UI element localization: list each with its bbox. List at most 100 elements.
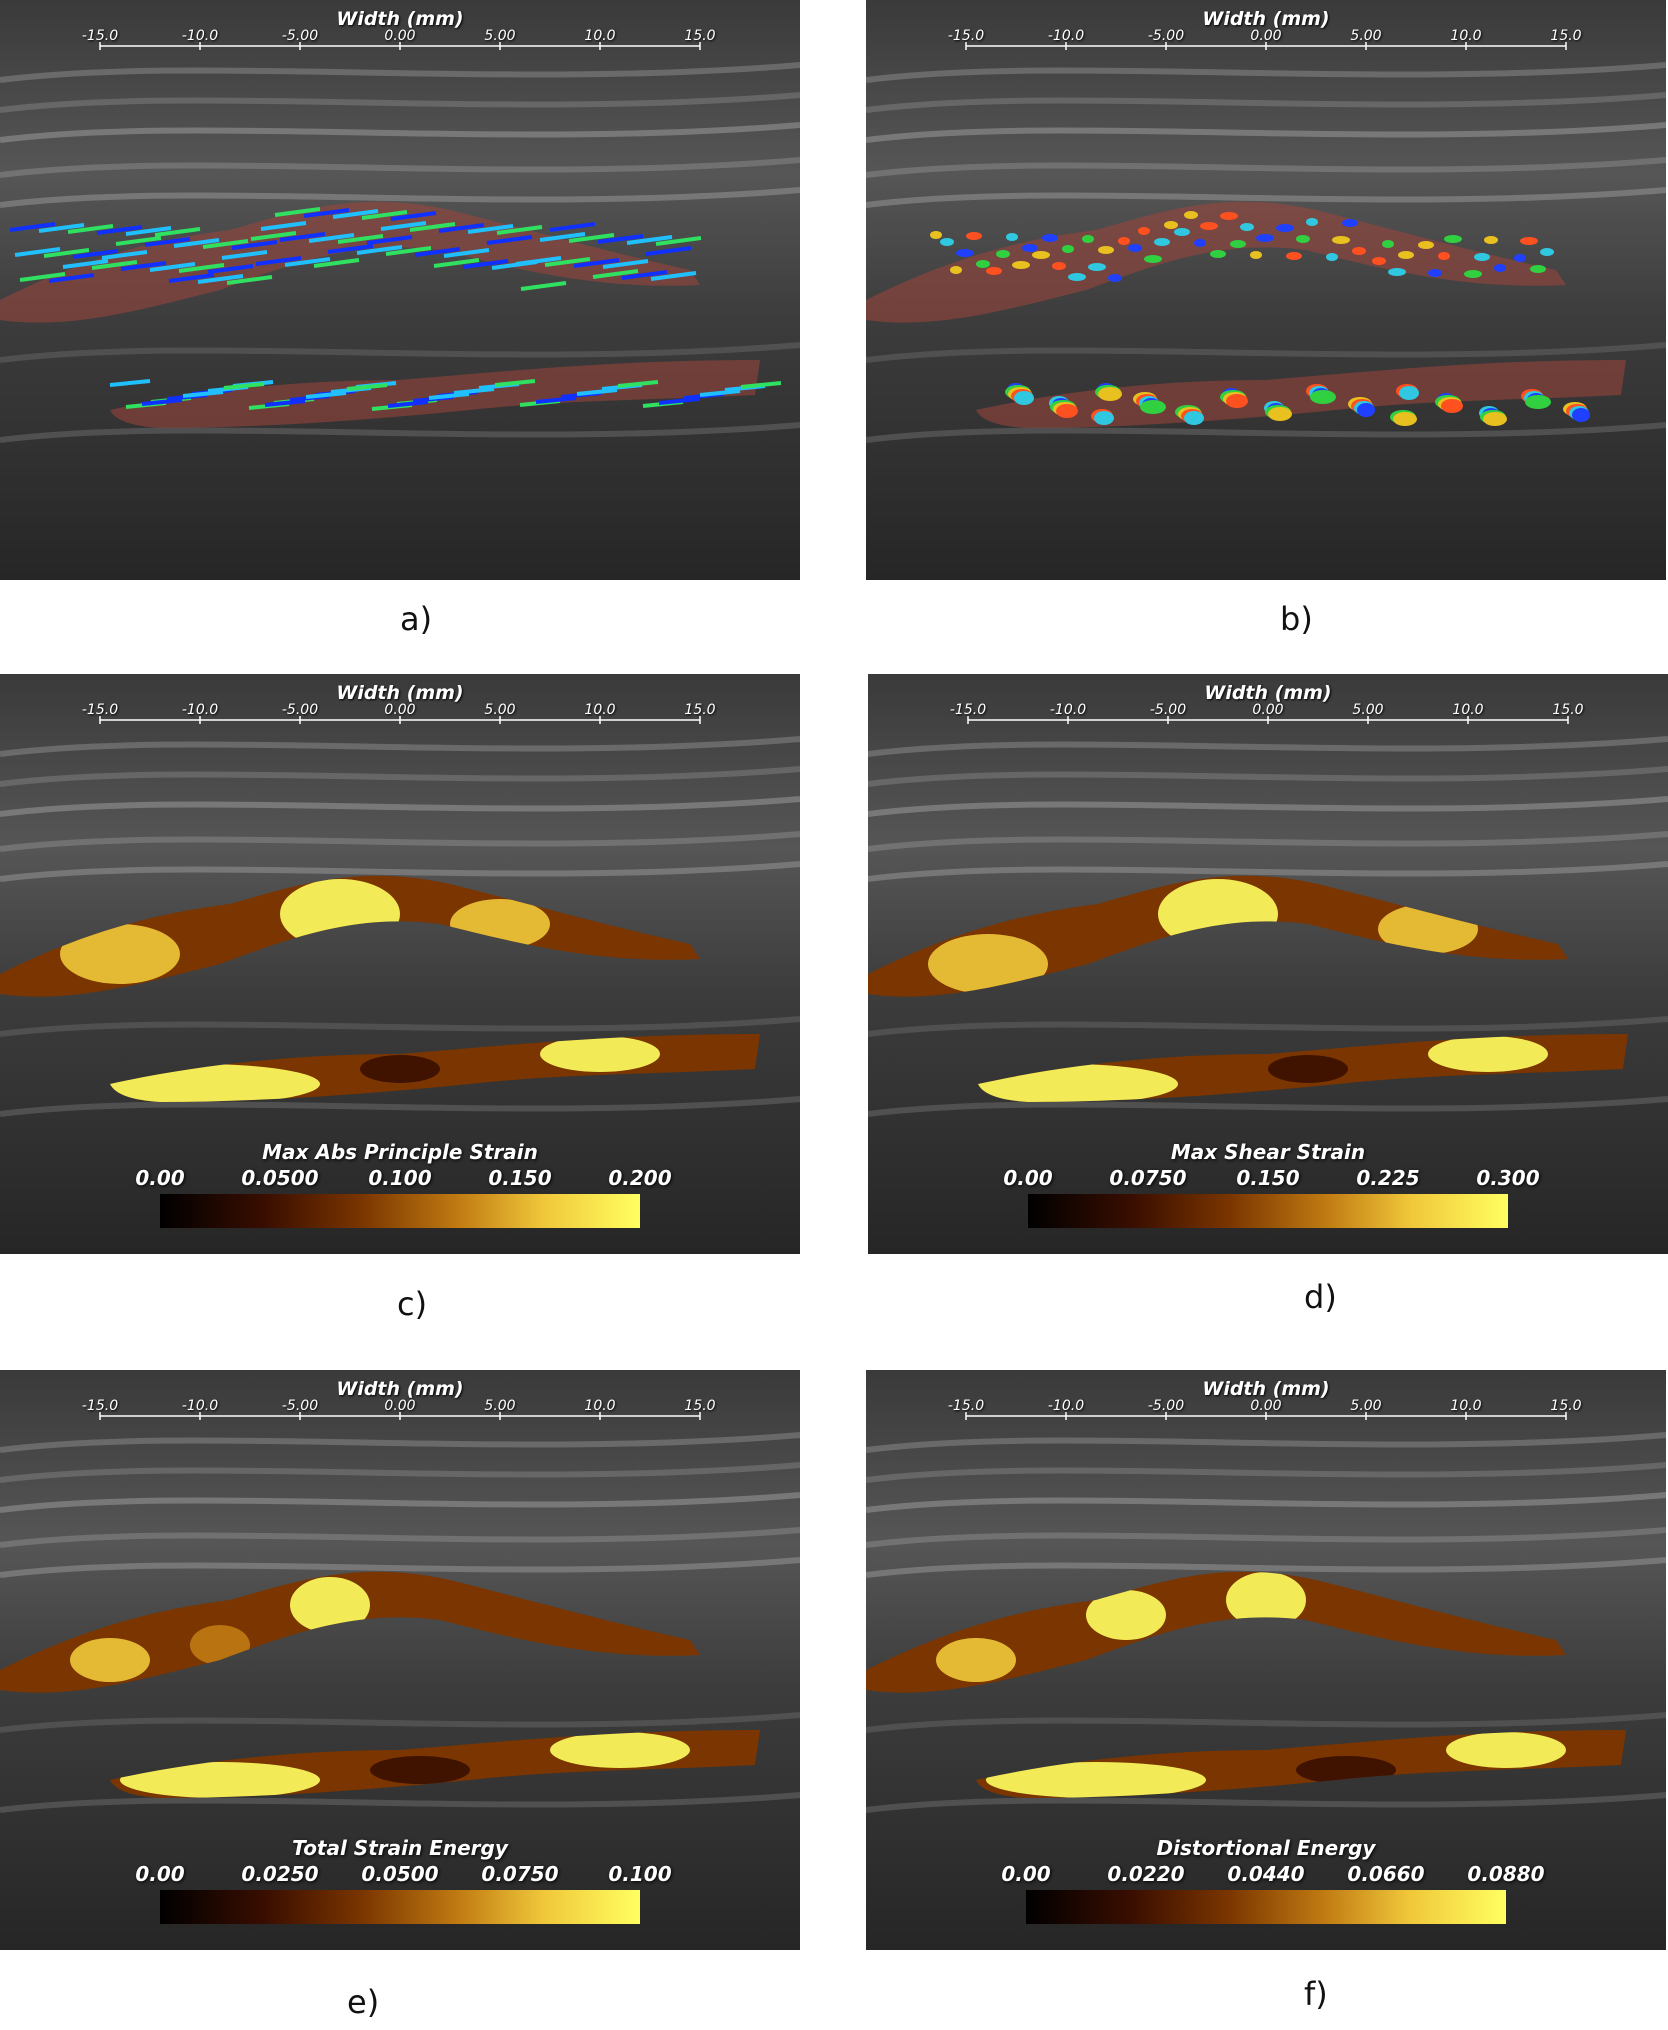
displacement-vector	[223, 382, 265, 390]
strain-glyph	[1357, 403, 1375, 417]
strain-glyph	[1464, 270, 1482, 278]
tissue-layer	[0, 1792, 800, 1813]
displacement-vector	[699, 389, 741, 397]
strain-glyph	[1088, 263, 1106, 271]
strain-glyph	[1144, 255, 1162, 263]
strain-glyph	[1514, 254, 1526, 262]
colorbar-tick-label: 0.100	[368, 1166, 432, 1190]
ultrasound-image	[0, 0, 800, 580]
tissue-layer	[868, 766, 1668, 787]
strain-glyph	[1138, 227, 1150, 235]
tissue-layer	[0, 1462, 800, 1483]
strain-map-patch	[370, 1756, 470, 1784]
colorbar-tick-label: 0.100	[608, 1862, 672, 1886]
strain-glyph	[1444, 235, 1462, 243]
colorbar-tick-label: 0.00	[1001, 1862, 1051, 1886]
colorbar-tick-label: 0.00	[135, 1862, 185, 1886]
strain-map-patch	[540, 1036, 660, 1072]
width-tick-label: 15.0	[1550, 28, 1582, 44]
tissue-layer	[0, 1016, 800, 1037]
displacement-vector	[535, 396, 577, 404]
displacement-vector	[544, 257, 591, 267]
tissue-layer	[868, 796, 1668, 817]
strain-glyph	[1382, 240, 1394, 248]
strain-glyph	[976, 260, 990, 268]
displacement-vector	[284, 257, 331, 267]
displacement-vector	[149, 262, 196, 272]
panel-caption-c: c)	[397, 1285, 428, 1323]
width-scale-title: Width (mm)	[1202, 1378, 1330, 1400]
tissue-layer	[0, 92, 800, 113]
tissue-layer	[0, 187, 800, 208]
displacement-vector	[202, 239, 249, 249]
displacement-vector	[491, 260, 538, 270]
strain-glyph	[1520, 237, 1538, 245]
tissue-layer	[868, 1096, 1668, 1117]
strain-glyph	[1184, 211, 1198, 219]
colorbar-tick-label: 0.00	[1003, 1166, 1053, 1190]
tissue-layer	[866, 1462, 1666, 1483]
strain-glyph	[1098, 387, 1122, 401]
colorbar-tick-label: 0.00	[135, 1166, 185, 1190]
displacement-vector	[197, 274, 244, 284]
colorbar-tick-label: 0.0880	[1467, 1862, 1545, 1886]
displacement-vector	[650, 271, 697, 281]
strain-map-patch	[928, 934, 1048, 994]
displacement-vector	[332, 209, 379, 219]
displacement-vector	[168, 273, 215, 283]
strain-glyph	[1268, 407, 1292, 421]
upper-muscle-region	[866, 201, 1566, 323]
colorbar-gradient	[1028, 1194, 1508, 1228]
width-tick-label: 0.00	[384, 1398, 416, 1414]
displacement-vector	[101, 250, 148, 260]
colorbar-gradient	[1026, 1890, 1506, 1924]
strain-glyph	[1108, 274, 1122, 282]
colorbar-title: Total Strain Energy	[292, 1836, 508, 1860]
displacement-vector	[313, 258, 360, 268]
strain-glyph	[1098, 246, 1114, 254]
width-tick-label: 5.00	[1350, 28, 1382, 44]
displacement-vector	[645, 246, 692, 256]
strain-map-patch	[1428, 1036, 1548, 1072]
strain-glyph	[1240, 223, 1254, 231]
displacement-vector	[617, 380, 659, 388]
tissue-layer	[0, 62, 800, 83]
displacement-vector	[14, 247, 61, 257]
strain-glyph	[1483, 412, 1507, 426]
strain-glyph	[1540, 248, 1554, 256]
strain-glyph	[1428, 269, 1442, 277]
width-tick-label: 10.0	[1450, 1398, 1482, 1414]
displacement-vector	[72, 249, 119, 259]
panel-f: Width (mm) -15.0 -10.0 -5.00 0.00 5.00 1…	[866, 1370, 1666, 1950]
tissue-layer	[866, 422, 1666, 443]
displacement-vector	[443, 248, 490, 258]
displacement-vector	[366, 235, 413, 245]
ultrasound-image	[0, 1370, 800, 1950]
displacement-vector	[62, 259, 109, 269]
tissue-layer	[0, 861, 800, 882]
displacement-vector	[438, 223, 485, 233]
width-tick-label: -10.0	[181, 1398, 219, 1414]
width-tick-label: -15.0	[949, 702, 987, 718]
displacement-vector	[141, 398, 183, 406]
strain-glyph	[1310, 390, 1336, 404]
strain-glyph	[966, 232, 982, 240]
displacement-vector	[621, 270, 668, 280]
displacement-vector	[144, 237, 191, 247]
tissue-layer	[0, 1712, 800, 1733]
displacement-vector	[274, 207, 321, 217]
displacement-vector	[96, 225, 143, 235]
width-tick-label: 0.00	[1252, 702, 1284, 718]
strain-glyph	[1296, 235, 1310, 243]
width-tick-label: 10.0	[584, 1398, 616, 1414]
tissue-layer	[0, 796, 800, 817]
displacement-vector	[207, 264, 254, 274]
strain-glyph	[1082, 235, 1094, 243]
strain-glyph	[1388, 268, 1406, 276]
strain-glyph	[1200, 222, 1218, 230]
tissue-layer	[868, 861, 1668, 882]
tissue-layer	[866, 342, 1666, 363]
colorbar-tick-label: 0.0440	[1227, 1862, 1305, 1886]
displacement-vector	[346, 383, 388, 391]
displacement-vector	[305, 391, 347, 399]
